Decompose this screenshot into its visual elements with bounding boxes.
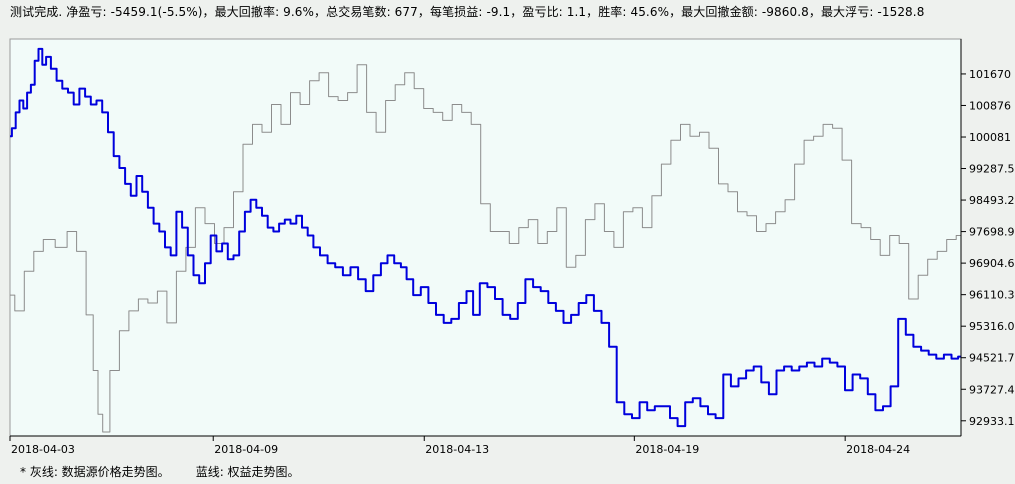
y-tick-label: 100081 — [969, 131, 1011, 144]
x-tick-label: 2018-04-09 — [214, 443, 278, 456]
x-tick-label: 2018-04-03 — [11, 443, 75, 456]
legend-blue-line: 蓝线: 权益走势图。 — [195, 465, 300, 479]
x-tick-label: 2018-04-24 — [846, 443, 910, 456]
x-tick-label: 2018-04-13 — [425, 443, 489, 456]
backtest-summary: 测试完成. 净盈亏: -5459.1(-5.5%)，最大回撤率: 9.6%，总交… — [10, 5, 925, 19]
plot-area — [9, 38, 962, 437]
y-tick-label: 94521.7 — [969, 352, 1015, 365]
y-tick-label: 97698.9 — [969, 226, 1015, 239]
y-tick-label: 101670 — [969, 68, 1011, 81]
legend-gray-line: * 灰线: 数据源价格走势图。 — [20, 465, 170, 479]
price-series-line — [10, 64, 961, 433]
equity-series-line — [10, 47, 961, 428]
y-tick-label: 96110.3 — [969, 289, 1015, 302]
y-tick-label: 99287.5 — [969, 163, 1015, 176]
x-tick-label: 2018-04-19 — [635, 443, 699, 456]
y-tick-label: 92933.1 — [969, 415, 1015, 428]
equity-price-chart: 101670 100876 100081 99287.5 98493.2 97698.9 9… — [9, 38, 1015, 456]
y-tick-label: 100876 — [969, 99, 1011, 112]
y-tick-label: 95316.0 — [969, 320, 1015, 333]
chart-legend: * 灰线: 数据源价格走势图。 蓝线: 权益走势图。 — [20, 463, 300, 480]
y-tick-label: 93727.4 — [969, 383, 1015, 396]
y-tick-label: 98493.2 — [969, 194, 1015, 207]
y-tick-label: 96904.6 — [969, 257, 1015, 270]
